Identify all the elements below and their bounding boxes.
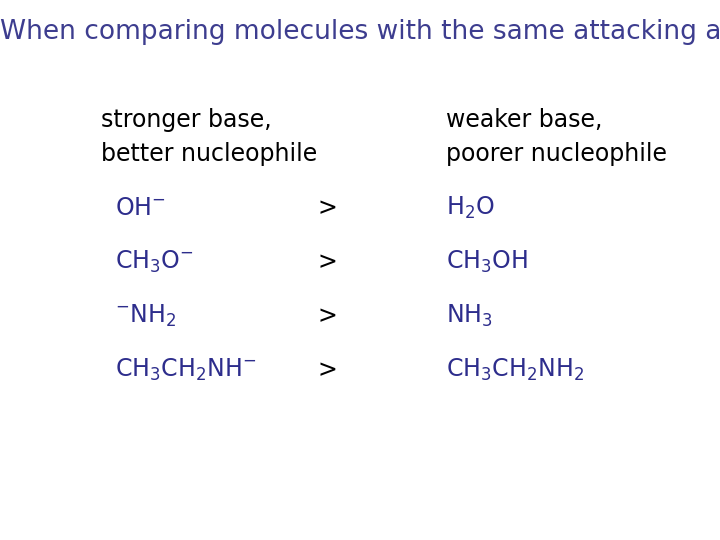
Text: $\mathrm{^{-}NH_2}$: $\mathrm{^{-}NH_2}$: [115, 303, 176, 329]
Text: weaker base,
poorer nucleophile: weaker base, poorer nucleophile: [446, 108, 667, 165]
Text: $\mathrm{OH^{-}}$: $\mathrm{OH^{-}}$: [115, 196, 166, 220]
Text: >: >: [318, 358, 338, 382]
Text: >: >: [318, 196, 338, 220]
Text: stronger base,
better nucleophile: stronger base, better nucleophile: [101, 108, 317, 165]
Text: $\mathrm{CH_3CH_2NH_2}$: $\mathrm{CH_3CH_2NH_2}$: [446, 357, 585, 383]
Text: When comparing molecules with the same attacking atom: When comparing molecules with the same a…: [0, 19, 720, 45]
Text: $\mathrm{CH_3O^{-}}$: $\mathrm{CH_3O^{-}}$: [115, 249, 194, 275]
Text: $\mathrm{NH_3}$: $\mathrm{NH_3}$: [446, 303, 493, 329]
Text: >: >: [318, 304, 338, 328]
Text: $\mathrm{CH_3CH_2NH^{-}}$: $\mathrm{CH_3CH_2NH^{-}}$: [115, 357, 256, 383]
Text: $\mathrm{H_2O}$: $\mathrm{H_2O}$: [446, 195, 495, 221]
Text: >: >: [318, 250, 338, 274]
Text: $\mathrm{CH_3OH}$: $\mathrm{CH_3OH}$: [446, 249, 528, 275]
